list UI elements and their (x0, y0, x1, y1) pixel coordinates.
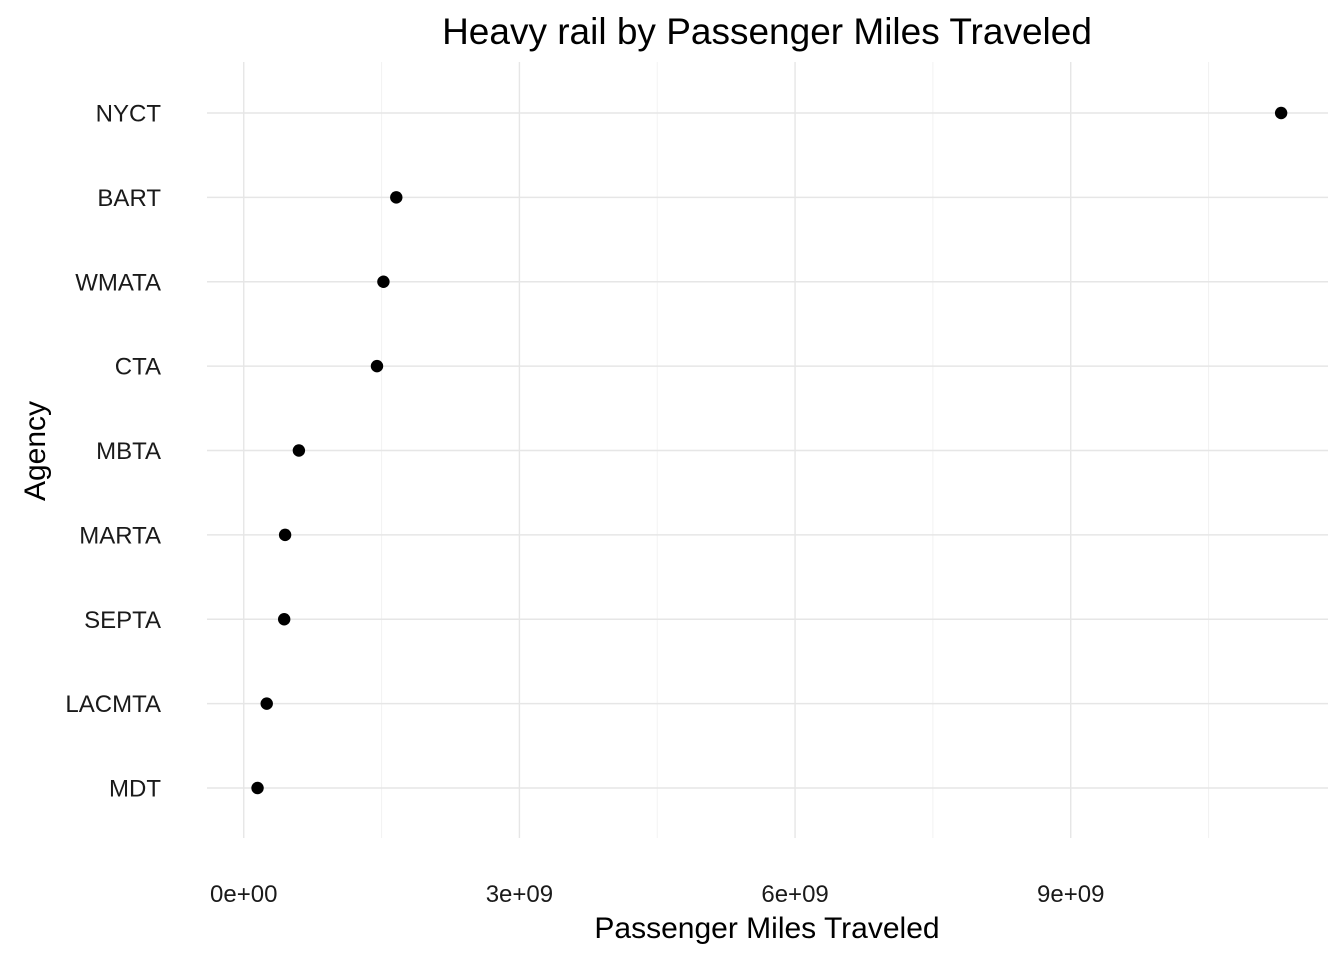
y-tick-label-septa: SEPTA (84, 607, 161, 634)
x-axis-title: Passenger Miles Traveled (594, 912, 939, 945)
y-tick-label-nyct: NYCT (96, 101, 162, 128)
data-point-mbta (292, 444, 306, 457)
data-point-lacmta (260, 697, 273, 710)
y-axis-title: Agency (19, 401, 52, 501)
data-point-wmata (377, 275, 390, 288)
data-point-bart (390, 191, 403, 204)
data-point-septa (277, 613, 291, 626)
x-axis-ticks: 0e+00 3e+09 6e+09 9e+09 (210, 881, 1104, 908)
data-point-mdt (251, 781, 264, 795)
grid-lines (207, 62, 1328, 838)
data-points (251, 106, 1288, 795)
y-tick-label-wmata: WMATA (75, 269, 161, 296)
y-tick-label-lacmta: LACMTA (65, 691, 161, 718)
y-tick-label-marta: MARTA (79, 522, 161, 549)
x-tick-label: 9e+09 (1037, 881, 1104, 908)
y-tick-label-mbta: MBTA (96, 438, 161, 465)
y-tick-label-bart: BART (97, 185, 161, 212)
data-point-cta (370, 359, 384, 373)
x-tick-label: 0e+00 (210, 881, 277, 908)
x-tick-label: 3e+09 (486, 881, 553, 908)
x-tick-label: 6e+09 (761, 881, 828, 908)
y-axis-ticks: MDT LACMTA SEPTA MARTA MBTA CTA WMATA BART NYCT (65, 101, 161, 803)
y-tick-label-mdt: MDT (109, 776, 161, 803)
chart-title: Heavy rail by Passenger Miles Traveled (442, 11, 1092, 52)
data-point-marta (278, 528, 292, 542)
y-tick-label-cta: CTA (115, 354, 161, 381)
data-point-nyct (1274, 106, 1288, 120)
